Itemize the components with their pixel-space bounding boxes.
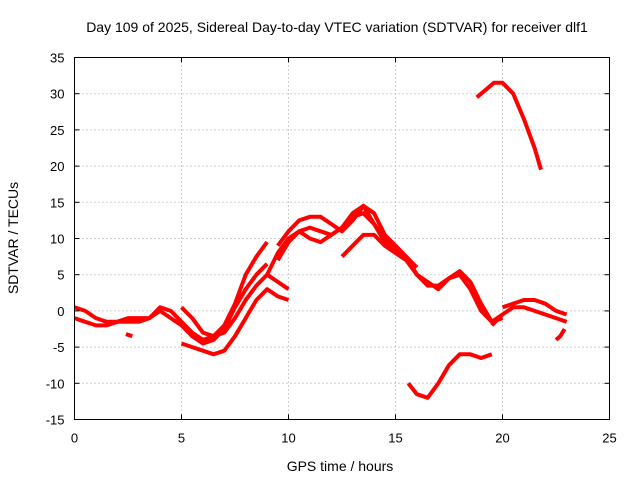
- x-axis: 0 5 10 15 20 25: [71, 57, 617, 446]
- series-line-track-12: [406, 352, 493, 400]
- x-tick-label: 5: [178, 431, 185, 446]
- y-axis: -15 -10 -5 0 5 10 15 20 25 30 35: [46, 51, 610, 428]
- grid: [74, 57, 610, 420]
- series-line-track-9: [490, 305, 568, 327]
- y-tick-label: 30: [50, 87, 64, 102]
- x-tick-label: 0: [71, 431, 78, 446]
- series-line-track-11: [554, 327, 567, 342]
- y-tick-label: -15: [46, 413, 65, 428]
- y-tick-label: 0: [57, 304, 64, 319]
- series-line-track-6: [276, 203, 504, 324]
- y-tick-label: -5: [53, 340, 65, 355]
- series-line-track-4: [180, 287, 290, 357]
- y-tick-label: 5: [57, 268, 64, 283]
- y-tick-label: -10: [46, 376, 65, 391]
- x-tick-label: 10: [281, 431, 295, 446]
- series-group: [73, 80, 568, 400]
- series-line-track-10: [501, 298, 568, 317]
- y-tick-label: 20: [50, 159, 64, 174]
- series-line-track-7: [276, 211, 419, 269]
- series-line-track-3: [180, 272, 290, 339]
- series-line-track-14: [125, 332, 133, 339]
- series-line-track-5: [265, 203, 504, 324]
- y-axis-label: SDTVAR / TECUs: [5, 182, 21, 294]
- series-line-track-8: [340, 232, 397, 259]
- series-line-track-2: [73, 262, 269, 346]
- y-tick-label: 25: [50, 123, 64, 138]
- x-tick-label: 25: [602, 431, 616, 446]
- series-line-track-13: [475, 80, 543, 171]
- x-axis-label: GPS time / hours: [287, 458, 394, 474]
- y-tick-label: 10: [50, 232, 64, 247]
- y-tick-label: 35: [50, 51, 64, 66]
- x-tick-label: 15: [388, 431, 402, 446]
- x-tick-label: 20: [495, 431, 509, 446]
- y-tick-label: 15: [50, 195, 64, 210]
- chart-title: Day 109 of 2025, Sidereal Day-to-day VTE…: [86, 19, 588, 35]
